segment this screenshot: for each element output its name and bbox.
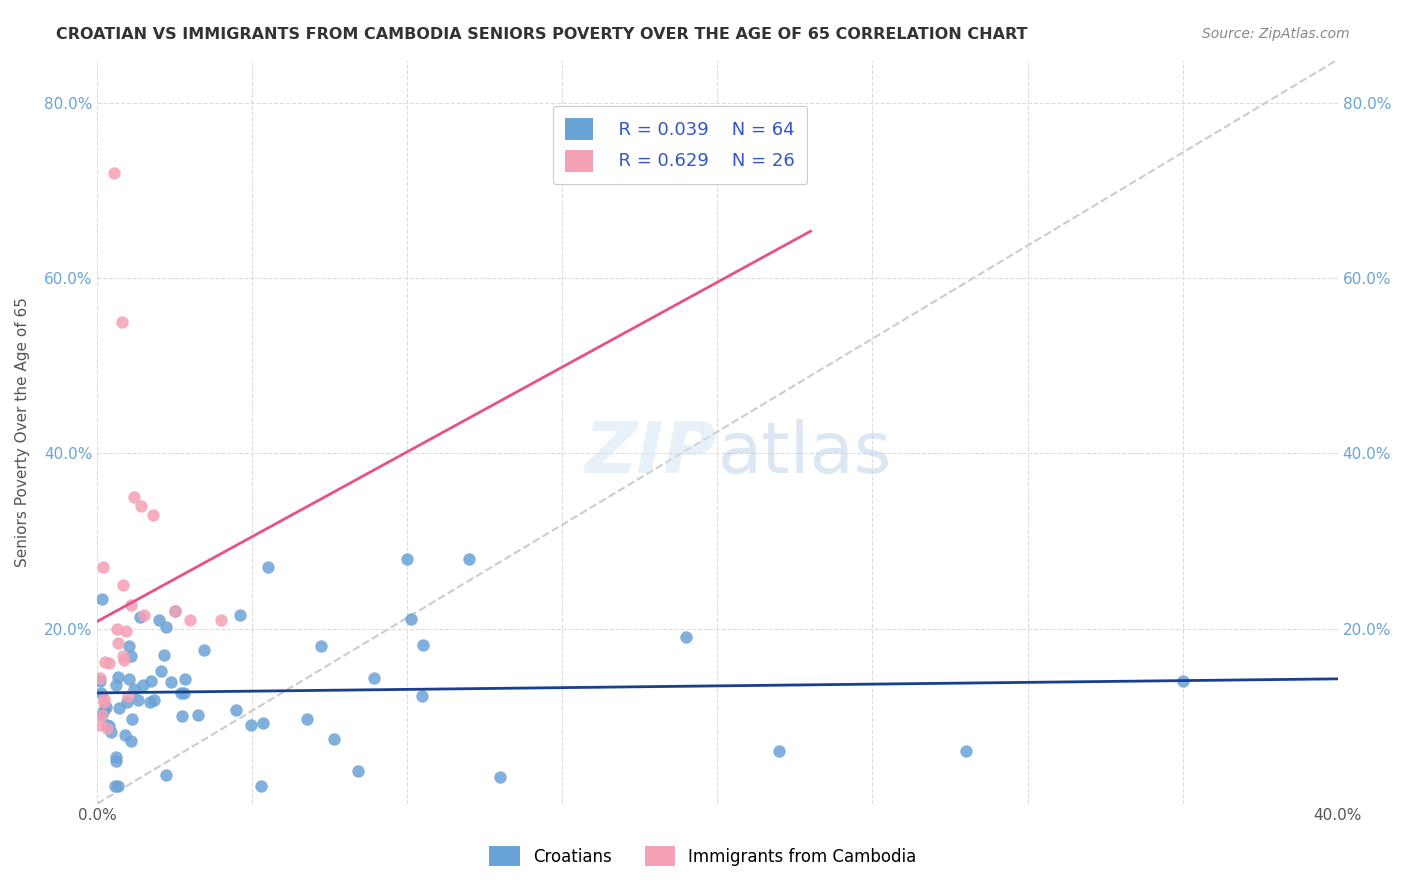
Point <box>160 675 183 690</box>
Point <box>128 610 150 624</box>
Point <box>170 709 193 723</box>
Point <box>93 691 115 706</box>
Point <box>399 612 422 626</box>
Point <box>120 733 142 747</box>
Point <box>295 712 318 726</box>
Point <box>89 671 111 685</box>
Point <box>179 613 201 627</box>
Point <box>173 686 195 700</box>
Point <box>120 648 142 663</box>
Point <box>89 718 111 732</box>
Point <box>155 768 177 782</box>
Point <box>121 712 143 726</box>
Point <box>112 653 135 667</box>
Point <box>93 695 115 709</box>
Point <box>90 707 112 722</box>
Point <box>100 725 122 739</box>
Point <box>120 598 142 612</box>
Point <box>489 770 512 784</box>
Point <box>142 508 165 522</box>
Point <box>118 673 141 687</box>
Point <box>94 700 117 714</box>
Point <box>209 613 232 627</box>
Point <box>115 624 138 639</box>
Point <box>252 715 274 730</box>
Point <box>124 490 146 504</box>
Point <box>98 719 121 733</box>
Point <box>412 638 434 652</box>
Point <box>89 686 111 700</box>
Point <box>112 648 135 663</box>
Point <box>187 708 209 723</box>
Point <box>163 604 186 618</box>
Point <box>396 551 419 566</box>
Point <box>155 620 177 634</box>
Point <box>250 779 273 793</box>
Point <box>107 636 129 650</box>
Point <box>96 718 118 732</box>
Point <box>141 673 163 688</box>
Point <box>107 779 129 793</box>
Point <box>93 560 115 574</box>
Point <box>347 764 370 778</box>
Point <box>112 578 135 592</box>
Text: CROATIAN VS IMMIGRANTS FROM CAMBODIA SENIORS POVERTY OVER THE AGE OF 65 CORRELAT: CROATIAN VS IMMIGRANTS FROM CAMBODIA SEN… <box>56 27 1028 42</box>
Point <box>118 639 141 653</box>
Point <box>225 703 247 717</box>
Point <box>142 693 165 707</box>
Point <box>105 622 128 636</box>
Legend:   R = 0.039    N = 64,   R = 0.629    N = 26: R = 0.039 N = 64, R = 0.629 N = 26 <box>553 106 807 184</box>
Point <box>229 608 252 623</box>
Point <box>148 613 170 627</box>
Point <box>107 670 129 684</box>
Point <box>104 749 127 764</box>
Point <box>675 630 697 644</box>
Point <box>149 664 172 678</box>
Point <box>256 560 278 574</box>
Point <box>114 728 136 742</box>
Point <box>139 695 162 709</box>
Point <box>105 754 128 768</box>
Point <box>117 689 139 703</box>
Point <box>90 707 112 722</box>
Point <box>89 674 111 689</box>
Point <box>90 592 112 607</box>
Point <box>411 689 433 703</box>
Point <box>1171 674 1194 689</box>
Point <box>323 731 346 746</box>
Point <box>93 703 115 717</box>
Point <box>104 779 127 793</box>
Point <box>127 692 149 706</box>
Point <box>955 744 977 758</box>
Legend: Croatians, Immigrants from Cambodia: Croatians, Immigrants from Cambodia <box>481 838 925 875</box>
Point <box>105 678 128 692</box>
Point <box>768 744 790 758</box>
Point <box>174 672 197 686</box>
Point <box>97 656 120 670</box>
Point <box>129 499 152 513</box>
Point <box>111 315 134 329</box>
Point <box>163 604 186 618</box>
Point <box>103 166 125 180</box>
Text: atlas: atlas <box>717 419 891 489</box>
Text: ZIP: ZIP <box>585 419 717 489</box>
Point <box>193 642 215 657</box>
Point <box>153 648 176 662</box>
Point <box>115 695 138 709</box>
Point <box>122 682 145 697</box>
Point <box>94 655 117 669</box>
Point <box>363 671 385 685</box>
Point <box>96 721 118 735</box>
Point <box>309 639 332 653</box>
Point <box>458 551 481 566</box>
Point <box>170 686 193 700</box>
Point <box>132 678 155 692</box>
Y-axis label: Seniors Poverty Over the Age of 65: Seniors Poverty Over the Age of 65 <box>15 297 30 566</box>
Point <box>134 607 156 622</box>
Text: Source: ZipAtlas.com: Source: ZipAtlas.com <box>1202 27 1350 41</box>
Point <box>108 701 131 715</box>
Point <box>239 717 262 731</box>
